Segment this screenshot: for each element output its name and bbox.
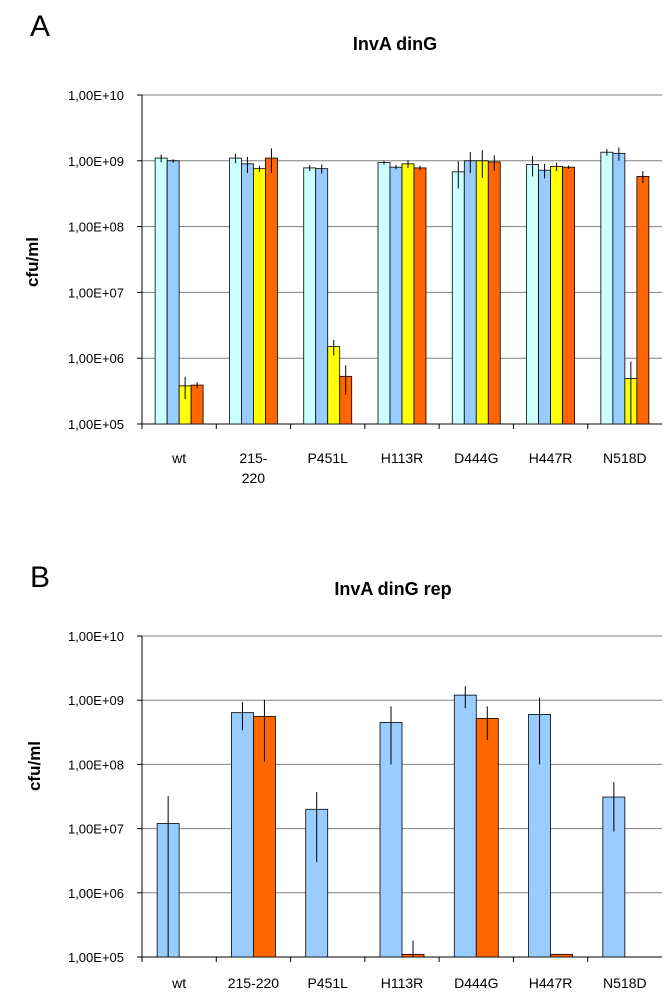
bar bbox=[612, 152, 626, 425]
bar bbox=[229, 157, 242, 425]
panel-b: B InvA dinG rep cfu/ml 1,00E+051,00E+061… bbox=[25, 561, 662, 991]
bar bbox=[241, 163, 254, 425]
bar bbox=[303, 167, 317, 425]
y-axis-label: cfu/ml bbox=[23, 237, 42, 287]
bar bbox=[401, 163, 415, 425]
x-tick-label: 215- bbox=[239, 450, 267, 466]
bar bbox=[377, 162, 391, 425]
panel-letter: A bbox=[30, 10, 50, 43]
bar bbox=[315, 168, 329, 425]
bar bbox=[154, 157, 168, 425]
y-tick-label: 1,00E+08 bbox=[68, 757, 124, 772]
plot-area: 1,00E+05 1,00E+06 1,00E+07 1,00E+08 1,00E+09… bbox=[68, 88, 662, 486]
plot-area: 1,00E+05 1,00E+06 1,00E+07 1,00E+08 1,00E+09… bbox=[68, 629, 662, 991]
x-tick-label: H113R bbox=[381, 450, 424, 466]
y-tick-label: 1,00E+07 bbox=[68, 285, 124, 300]
bar bbox=[453, 694, 477, 958]
chart-title: InvA dinG bbox=[353, 34, 437, 54]
bar bbox=[190, 384, 204, 425]
bar bbox=[636, 175, 650, 425]
panel-a: A InvA dinG cfu/ml 1,00E+051,00E+061,00E… bbox=[23, 10, 662, 486]
bar bbox=[413, 167, 427, 425]
x-tick-label: H447R bbox=[529, 450, 573, 466]
x-tick-label: wt bbox=[171, 450, 186, 466]
x-tick-label: wt bbox=[171, 975, 186, 991]
bar bbox=[550, 953, 573, 958]
bar bbox=[550, 166, 563, 425]
bar bbox=[463, 160, 477, 425]
y-tick-label: 1,00E+05 bbox=[68, 950, 124, 965]
y-tick-label: 1,00E+10 bbox=[68, 629, 124, 644]
y-tick-label: 1,00E+09 bbox=[68, 693, 124, 708]
x-tick-label: P451L bbox=[307, 450, 348, 466]
x-tick-label: P451L bbox=[307, 975, 348, 991]
panel-letter: B bbox=[30, 561, 50, 594]
bar bbox=[265, 157, 278, 425]
bar bbox=[487, 161, 501, 425]
bar bbox=[475, 160, 489, 425]
y-tick-label: 1,00E+06 bbox=[68, 886, 124, 901]
bar bbox=[327, 346, 341, 425]
y-tick-label: 1,00E+08 bbox=[68, 220, 124, 235]
bar bbox=[389, 166, 403, 425]
y-tick-label: 1,00E+05 bbox=[68, 417, 124, 432]
bar bbox=[600, 151, 614, 425]
x-tick-label: N518D bbox=[603, 450, 647, 466]
chart-title: InvA dinG rep bbox=[334, 579, 451, 599]
x-tick-label: H447R bbox=[529, 975, 573, 991]
x-tick-label: N518D bbox=[603, 975, 647, 991]
x-tick-label: 215-220 bbox=[228, 975, 280, 991]
bar bbox=[475, 718, 499, 958]
bar bbox=[562, 166, 575, 425]
x-tick-label: D444G bbox=[454, 450, 498, 466]
x-tick-label: D444G bbox=[454, 975, 498, 991]
y-tick-label: 1,00E+10 bbox=[68, 88, 124, 103]
y-tick-label: 1,00E+07 bbox=[68, 822, 124, 837]
y-tick-label: 1,00E+09 bbox=[68, 154, 124, 169]
y-axis-label: cfu/ml bbox=[25, 741, 44, 791]
bar bbox=[231, 712, 254, 958]
x-tick-label: H113R bbox=[381, 975, 424, 991]
x-tick-label: 220 bbox=[242, 470, 266, 486]
bar bbox=[253, 168, 266, 425]
bar bbox=[526, 164, 539, 425]
bar bbox=[451, 171, 465, 425]
bar bbox=[538, 169, 551, 425]
bar bbox=[166, 160, 180, 425]
y-tick-label: 1,00E+06 bbox=[68, 351, 124, 366]
